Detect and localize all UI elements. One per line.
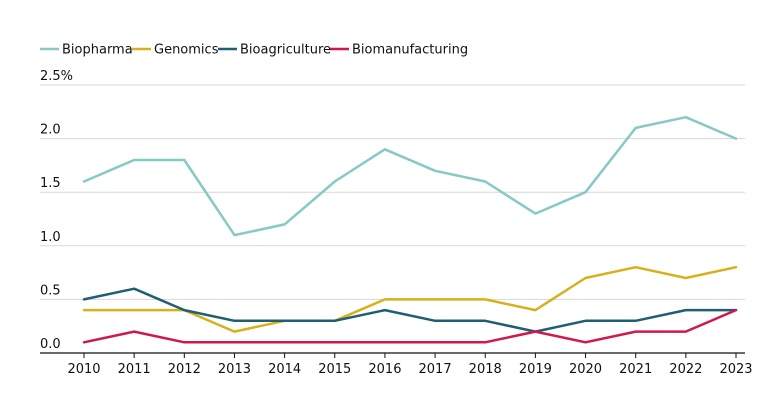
x-tick-label: 2012 xyxy=(168,362,201,377)
legend-item: Biomanufacturing xyxy=(330,43,468,58)
y-tick-label: 2.5% xyxy=(40,69,73,84)
y-tick-label: 0.0 xyxy=(40,337,61,352)
x-tick-label: 2021 xyxy=(619,362,652,377)
legend-item: Bioagriculture xyxy=(218,43,331,58)
series-line-biomanufacturing xyxy=(82,308,738,344)
x-tick-label: 2017 xyxy=(419,362,452,377)
x-tick-label: 2022 xyxy=(669,362,702,377)
legend-label: Genomics xyxy=(154,43,219,58)
x-tick-label: 2020 xyxy=(569,362,602,377)
legend-label: Biopharma xyxy=(62,43,133,58)
x-tick-label: 2019 xyxy=(519,362,552,377)
legend-item: Biopharma xyxy=(40,43,133,58)
legend-item: Genomics xyxy=(132,43,219,58)
y-tick-label: 1.5 xyxy=(40,176,61,191)
x-tick-label: 2016 xyxy=(368,362,401,377)
x-tick-label: 2015 xyxy=(318,362,351,377)
y-tick-label: 2.0 xyxy=(40,123,61,138)
legend-label: Biomanufacturing xyxy=(352,43,468,58)
series-line-biopharma xyxy=(82,115,738,237)
y-tick-label: 1.0 xyxy=(40,230,61,245)
y-axis-ticks: 0.0 0.5 1.0 1.5 2.0 2.5% xyxy=(40,69,73,352)
x-tick-label: 2014 xyxy=(268,362,301,377)
y-tick-label: 0.5 xyxy=(40,283,61,298)
x-tick-label: 2018 xyxy=(469,362,502,377)
series-lines xyxy=(82,115,738,344)
series-line-genomics xyxy=(82,265,738,333)
series-line-bioagriculture xyxy=(82,287,738,333)
legend-label: Bioagriculture xyxy=(240,43,331,58)
x-tick-label: 2013 xyxy=(218,362,251,377)
x-tick-label: 2023 xyxy=(719,362,752,377)
x-tick-label: 2011 xyxy=(118,362,151,377)
x-axis-ticks: 2010 2011 2012 2013 2014 2015 2016 2017 2018 2019… xyxy=(67,353,753,377)
x-tick-label: 2010 xyxy=(67,362,100,377)
legend: Biopharma Genomics Bioagriculture Biomanufa… xyxy=(40,43,468,58)
